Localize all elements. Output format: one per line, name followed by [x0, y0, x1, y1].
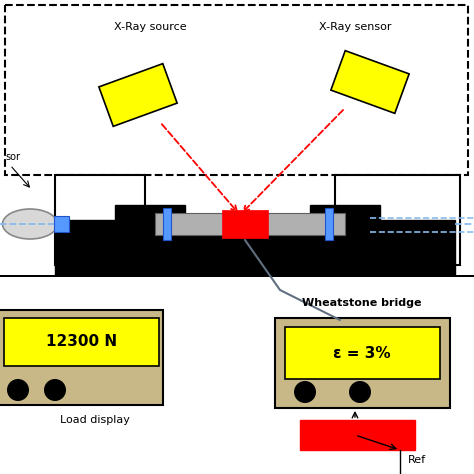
- Bar: [54, 216, 69, 232]
- Bar: [335, 175, 460, 265]
- Bar: [115, 205, 185, 270]
- Bar: [300, 420, 415, 450]
- Bar: [55, 220, 455, 275]
- Text: ε = 3%: ε = 3%: [333, 346, 391, 361]
- Text: Tensile specim.: Tensile specim.: [345, 260, 429, 270]
- Bar: [0, 310, 163, 405]
- Text: Strain gauge: Strain gauge: [170, 260, 242, 270]
- Text: 12300 N: 12300 N: [46, 335, 118, 349]
- Polygon shape: [99, 64, 177, 127]
- Circle shape: [44, 379, 66, 401]
- Circle shape: [294, 381, 316, 403]
- Bar: [163, 208, 171, 240]
- Circle shape: [7, 379, 29, 401]
- Bar: [285, 327, 440, 379]
- Text: Load display: Load display: [60, 415, 130, 425]
- Bar: [325, 208, 333, 240]
- Bar: [155, 213, 345, 235]
- Text: X-Ray sensor: X-Ray sensor: [319, 22, 391, 32]
- Bar: [310, 205, 380, 270]
- Text: Wheatstone bridge: Wheatstone bridge: [302, 298, 422, 308]
- Circle shape: [349, 381, 371, 403]
- Bar: [0, 275, 474, 277]
- Text: sor: sor: [5, 152, 20, 162]
- Polygon shape: [331, 51, 409, 113]
- Bar: [5, 5, 468, 175]
- Text: Ref: Ref: [408, 455, 426, 465]
- Bar: [222, 210, 268, 238]
- Bar: [4, 318, 159, 366]
- Bar: [55, 175, 145, 265]
- Text: X-Ray source: X-Ray source: [114, 22, 186, 32]
- Bar: [275, 318, 450, 408]
- Ellipse shape: [2, 209, 57, 239]
